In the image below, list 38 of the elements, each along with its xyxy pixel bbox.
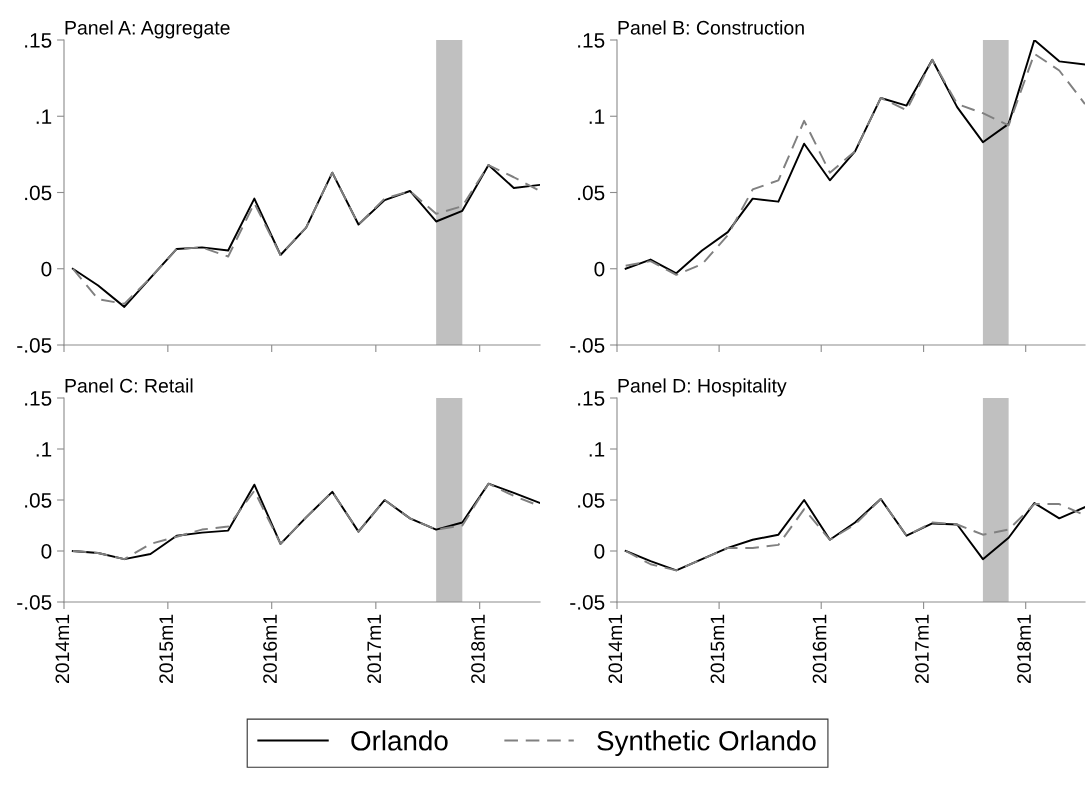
y-tick-label: .05 [578,185,605,201]
chart-title: Panel C: Retail [65,378,193,393]
y-tick-label: .1 [589,109,605,124]
line-series [624,498,1085,572]
chart-title: Panel B: Construction [618,20,804,35]
y-tick-label: .05 [578,493,605,508]
y-tick-label: .15 [25,391,52,406]
y-tick-label: 0 [41,261,52,277]
y-tick-label: 0 [594,261,605,277]
y-tick-label: 0 [594,544,605,559]
y-tick-label: .15 [25,33,52,48]
line-series [71,482,540,561]
x-tick-label: 2017m1 [915,614,929,684]
x-tick-label: 2014m1 [608,614,623,684]
x-tick-label: 2016m1 [263,614,277,684]
y-tick-label: 0 [41,544,52,559]
y-tick-label: .05 [25,493,52,508]
y-tick-label: -.05 [570,338,605,353]
y-tick-label: -.05 [570,595,605,610]
x-tick-label: 2014m1 [55,614,70,684]
legend-label: Orlando [351,730,448,751]
y-tick-label: -.05 [17,595,52,610]
x-tick-label: 2016m1 [812,614,827,684]
x-tick-label: 2017m1 [367,614,382,684]
chart-title: Panel D: Hospitality [618,378,787,397]
x-tick-label: 2015m1 [159,614,174,684]
chart-title: Panel A: Aggregate [65,20,230,39]
x-tick-label: 2018m1 [471,614,485,684]
y-tick-label: -.05 [17,338,52,353]
legend-label: Synthetic Orlando [597,730,816,757]
y-tick-label: .1 [589,442,605,457]
x-tick-label: 2018m1 [1017,614,1031,684]
x-tick-label: 2015m1 [710,614,725,684]
y-tick-label: .15 [578,33,605,48]
y-tick-label: .1 [36,109,52,124]
y-tick-label: .15 [578,391,605,406]
y-tick-label: .1 [36,442,52,457]
y-tick-label: .05 [25,185,52,201]
